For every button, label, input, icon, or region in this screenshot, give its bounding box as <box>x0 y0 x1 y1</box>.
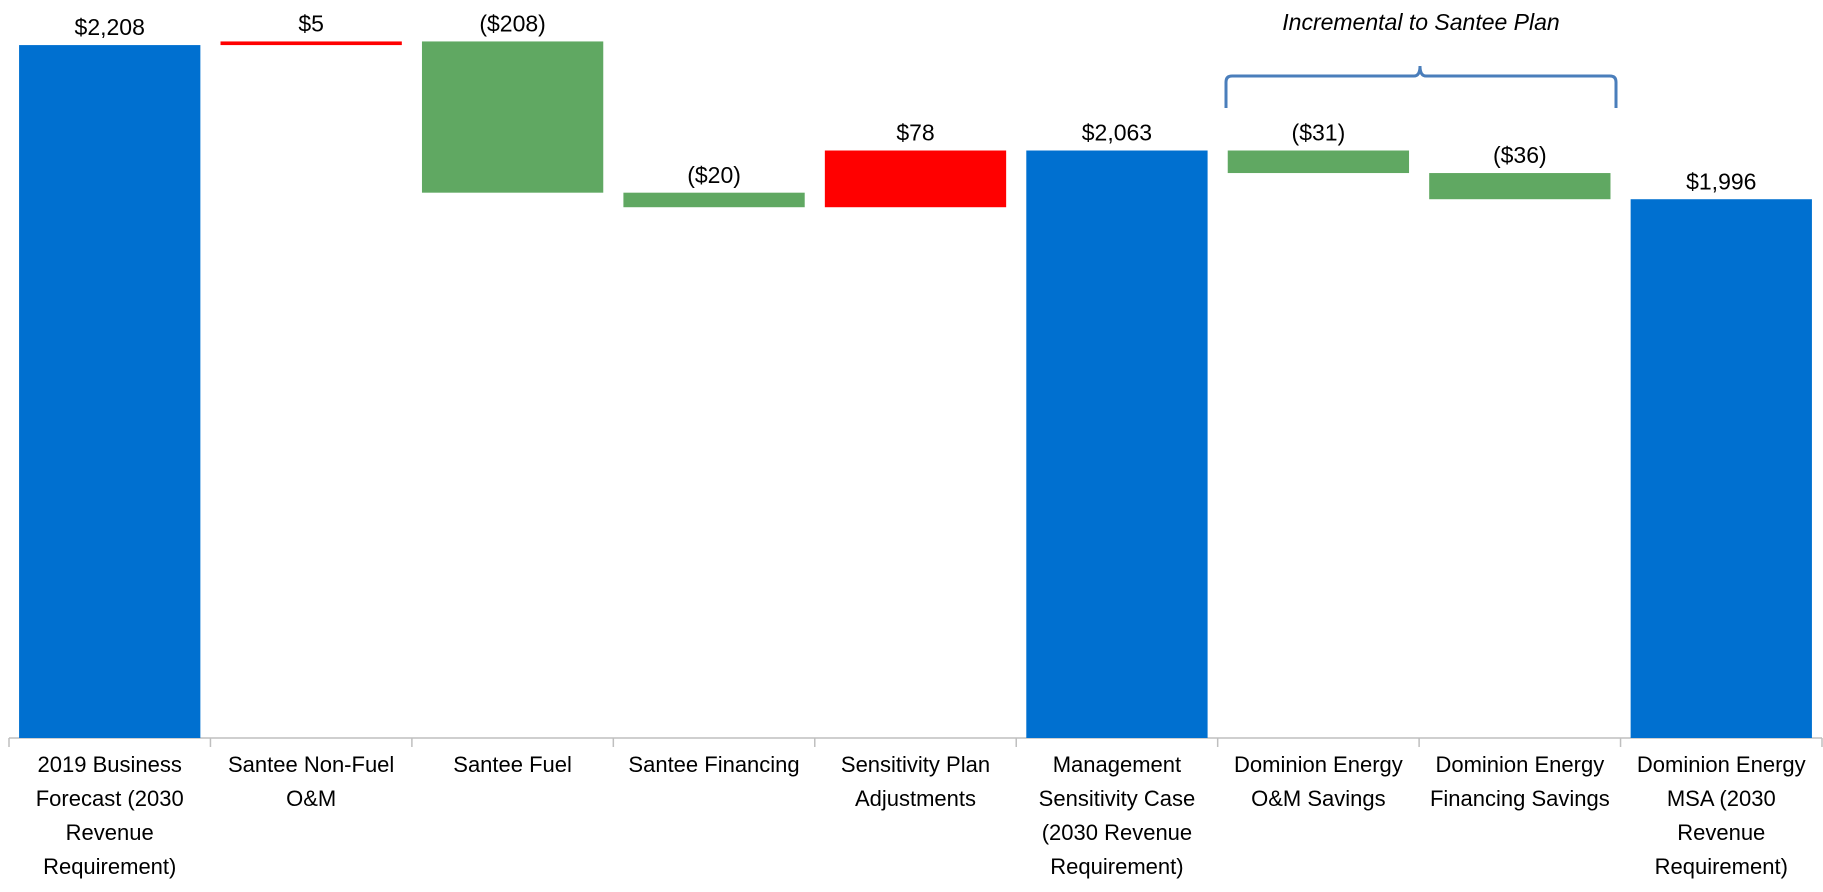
bar <box>1227 150 1410 174</box>
x-tick-label: 2019 Business Forecast (2030 Revenue Req… <box>35 752 184 879</box>
x-tick-label: Sensitivity Plan Adjustments <box>840 752 991 811</box>
value-label: $2,208 <box>75 14 145 40</box>
bar <box>623 192 805 208</box>
value-label: ($20) <box>687 162 741 188</box>
value-label: $78 <box>896 120 934 146</box>
x-tick-label: Santee Fuel <box>453 752 572 777</box>
value-label: $2,063 <box>1082 120 1152 146</box>
brace <box>1224 65 1618 108</box>
value-label: $5 <box>298 11 324 37</box>
value-label: $1,996 <box>1686 168 1756 194</box>
x-tick-label: Dominion Energy O&M Savings <box>1234 752 1403 811</box>
x-tick-label: Dominion Energy MSA (2030 Revenue Requir… <box>1636 752 1806 879</box>
bar <box>421 41 604 193</box>
bar <box>1429 173 1611 200</box>
annotation: Incremental to Santee Plan <box>1282 9 1559 35</box>
x-tick-label: Dominion Energy Financing Savings <box>1429 752 1610 811</box>
value-label: ($31) <box>1292 120 1346 146</box>
bar <box>1630 199 1812 739</box>
bar <box>824 150 1007 208</box>
x-tick-label: Santee Non-Fuel O&M <box>227 752 395 811</box>
x-tick-label: Management Sensitivity Case (2030 Revenu… <box>1038 752 1196 879</box>
value-label: ($36) <box>1493 142 1547 168</box>
bar <box>19 45 201 738</box>
bar <box>220 41 402 46</box>
bar <box>1026 150 1208 739</box>
x-tick-label: Santee Financing <box>628 752 800 777</box>
value-label: ($208) <box>479 11 545 37</box>
